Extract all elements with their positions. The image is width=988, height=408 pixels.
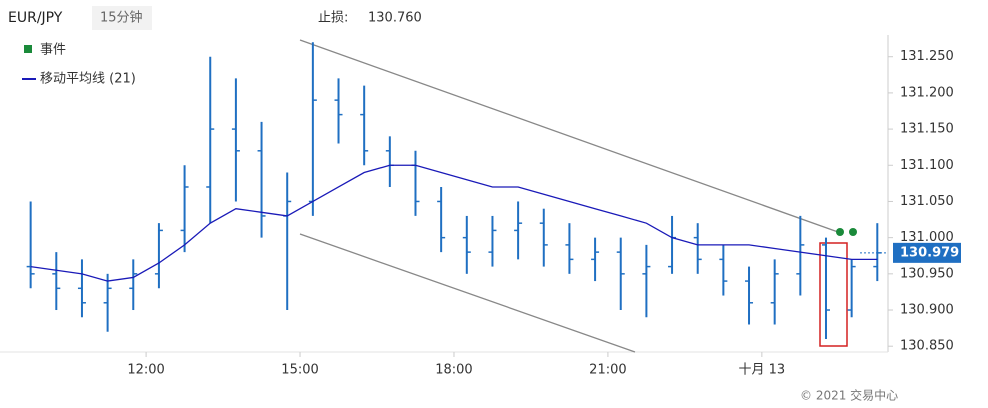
- stop-loss-label: 止损:: [318, 11, 348, 26]
- y-tick-label: 131.050: [900, 194, 954, 209]
- stop-loss: 130.760: [368, 11, 422, 26]
- channel-line: [299, 233, 636, 353]
- symbol: EUR/JPY: [8, 10, 63, 26]
- interval[interactable]: 15分钟: [100, 10, 143, 26]
- legend-swatch: [24, 45, 32, 53]
- y-tick-label: 131.150: [900, 122, 954, 137]
- y-tick-label: 131.000: [900, 230, 954, 245]
- y-tick-label: 131.250: [900, 49, 954, 64]
- x-tick-label: 15:00: [281, 363, 318, 378]
- copyright: © 2021 交易中心: [800, 388, 898, 403]
- channel-line: [299, 39, 839, 233]
- event-dot[interactable]: [836, 228, 844, 236]
- last-price-label: 130.979: [900, 245, 959, 260]
- x-tick-label: 18:00: [435, 363, 472, 378]
- highlight-box: [819, 242, 848, 347]
- event-dot[interactable]: [849, 228, 857, 236]
- y-tick-label: 131.100: [900, 158, 954, 173]
- legend-label: 移动平均线 (21): [40, 72, 136, 87]
- legend-label: 事件: [40, 43, 66, 58]
- y-tick-label: 130.900: [900, 303, 954, 318]
- moving-average: [30, 164, 878, 282]
- x-tick-label: 十月 13: [739, 363, 786, 378]
- last-price-tag: [893, 242, 961, 263]
- x-tick-label: 21:00: [589, 363, 626, 378]
- x-tick-label: 12:00: [127, 363, 164, 378]
- interval-box[interactable]: [92, 6, 152, 30]
- y-tick-label: 131.200: [900, 85, 954, 100]
- y-tick-label: 130.850: [900, 339, 954, 354]
- y-tick-label: 130.950: [900, 266, 954, 281]
